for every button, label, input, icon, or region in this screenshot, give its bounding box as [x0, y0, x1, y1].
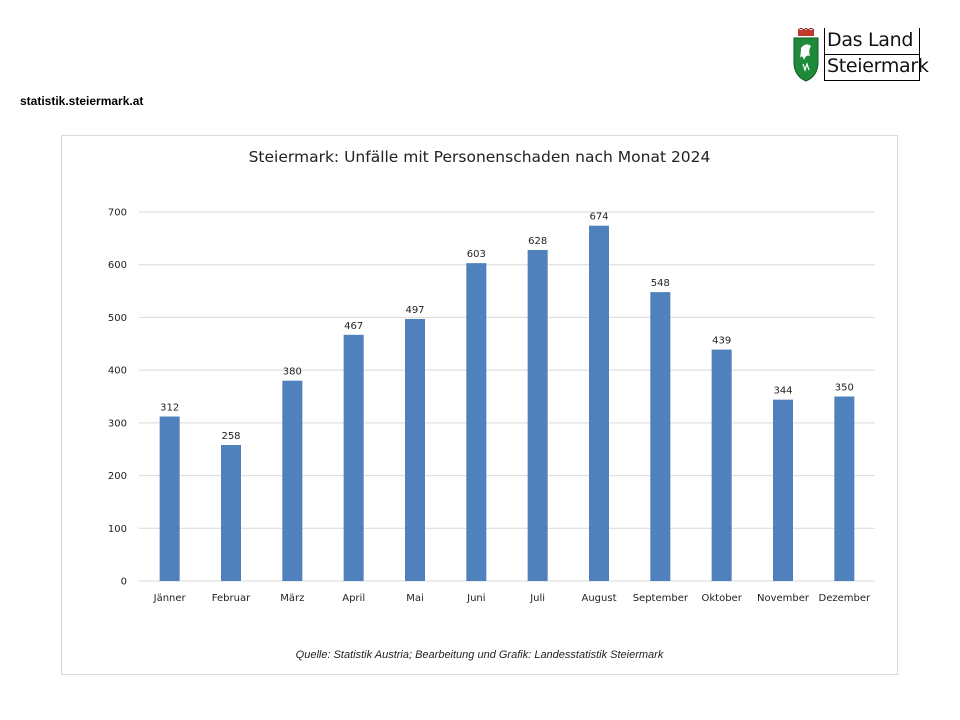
chart-title: Steiermark: Unfälle mit Personenschaden … [248, 148, 711, 166]
bar [589, 225, 609, 581]
das-land-steiermark-logo: Das Land Steiermark [790, 28, 929, 84]
x-tick-label: März [280, 593, 304, 604]
bar [834, 396, 855, 581]
bar [405, 319, 425, 581]
bar [466, 263, 487, 581]
y-tick-label: 700 [108, 208, 127, 219]
y-tick-label: 200 [108, 471, 127, 482]
x-tick-label: Oktober [702, 593, 743, 604]
bar [159, 416, 180, 581]
logo-divider [824, 54, 919, 55]
steiermark-coat-of-arms-icon [793, 28, 819, 82]
x-tick-label: Juni [466, 593, 485, 604]
bar [711, 349, 732, 581]
x-tick-label: Juli [529, 593, 545, 604]
data-label: 497 [405, 305, 424, 316]
data-label: 674 [589, 212, 608, 223]
x-tick-label: Mai [406, 593, 424, 604]
bar-chart: 0 100 200 300 400 500 600 700 312 Jänner 258 Februa… [108, 208, 875, 604]
y-tick-label: 0 [121, 577, 127, 588]
x-tick-label: August [582, 593, 617, 604]
data-label: 467 [344, 321, 363, 332]
chart-area: Steiermark: Unfälle mit Personenschaden … [61, 135, 898, 675]
bar [650, 292, 671, 581]
chart-source-note: Quelle: Statistik Austria; Bearbeitung u… [295, 649, 664, 661]
x-tick-label: November [757, 593, 810, 604]
site-url: statistik.steiermark.at [20, 94, 144, 108]
data-label: 380 [283, 367, 302, 378]
x-tick-label: September [633, 593, 689, 604]
x-tick-label: April [342, 593, 365, 604]
y-tick-label: 100 [108, 524, 127, 535]
y-tick-label: 400 [108, 366, 127, 377]
bar [773, 399, 793, 581]
data-label: 548 [651, 278, 670, 289]
data-label: 350 [835, 383, 854, 394]
data-label: 628 [528, 236, 547, 247]
data-label: 439 [712, 336, 731, 347]
x-tick-label: Jänner [153, 593, 187, 604]
logo-text-line1: Das Land [827, 29, 914, 51]
x-tick-label: Dezember [819, 593, 871, 604]
bar [527, 249, 548, 581]
y-tick-label: 300 [108, 418, 127, 429]
logo-text-line2: Steiermark [827, 55, 929, 77]
data-label: 344 [773, 386, 792, 397]
data-label: 312 [160, 403, 179, 414]
data-label: 603 [467, 249, 486, 260]
y-tick-label: 500 [108, 313, 127, 324]
bar [282, 380, 303, 581]
data-label: 258 [221, 431, 240, 442]
bar [343, 334, 364, 581]
bar [221, 444, 241, 581]
x-tick-label: Februar [212, 593, 251, 604]
y-tick-label: 600 [108, 260, 127, 271]
